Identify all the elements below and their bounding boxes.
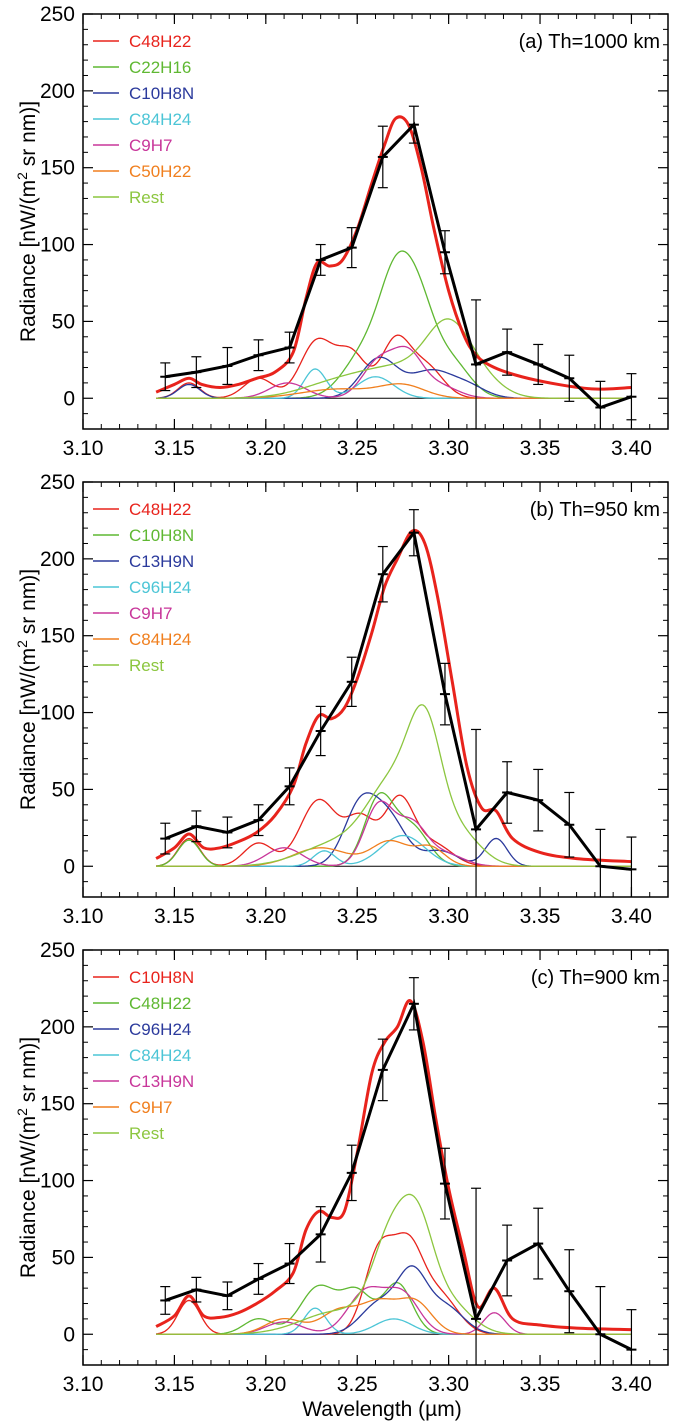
- x-tick-label: 3.40: [611, 1373, 652, 1396]
- x-tick-label: 3.30: [428, 1373, 469, 1396]
- y-axis-label: Radiance [nW/(m2 sr nm)]: [14, 101, 40, 342]
- y-tick-label: 0: [63, 1323, 75, 1346]
- x-tick-label: 3.15: [154, 437, 195, 460]
- legend-label: C13H9N: [129, 552, 194, 571]
- chart-panel-2: 3.10 3.15 3.20 3.25 3.30 3.35 3.40 0 50 100 150 200…: [14, 471, 669, 928]
- panels: 3.10 3.15 3.20 3.25 3.30 3.35 3.40 0 50 100 150 200…: [14, 3, 669, 1396]
- legend-label: C96H24: [129, 578, 191, 597]
- x-tick-label: 3.10: [63, 437, 104, 460]
- panel-title: (c) Th=900 km: [531, 967, 660, 989]
- legend-label: Rest: [129, 656, 164, 675]
- x-tick-label: 3.10: [63, 1373, 104, 1396]
- x-tick-label: 3.25: [337, 1373, 378, 1396]
- legend-label: C10H8N: [129, 968, 194, 987]
- legend-label: C9H7: [129, 136, 172, 155]
- observed-line: [165, 121, 632, 410]
- legend-label: C48H22: [129, 500, 191, 519]
- chart-panel-3: 3.10 3.15 3.20 3.25 3.30 3.35 3.40 0 50 100 150 200…: [14, 939, 669, 1396]
- y-tick-label: 50: [52, 310, 75, 333]
- y-tick-label: 150: [40, 625, 75, 648]
- x-tick-label: 3.25: [337, 905, 378, 928]
- legend-label: C22H16: [129, 58, 191, 77]
- x-tick-label: 3.30: [428, 437, 469, 460]
- component-curve-4: [156, 1307, 632, 1335]
- legend-label: C13H9N: [129, 1072, 194, 1091]
- legend-label: Rest: [129, 1124, 164, 1143]
- plot-area: [155, 105, 637, 429]
- legend-label: C9H7: [129, 1098, 172, 1117]
- y-tick-label: 50: [52, 778, 75, 801]
- chart-panel-1: 3.10 3.15 3.20 3.25 3.30 3.35 3.40 0 50 100 150 200…: [14, 3, 669, 460]
- y-tick-label: 50: [52, 1246, 75, 1269]
- y-tick-label: 100: [40, 1170, 75, 1193]
- y-tick-label: 100: [40, 234, 75, 257]
- x-tick-label: 3.30: [428, 905, 469, 928]
- x-tick-label: 3.15: [154, 905, 195, 928]
- x-tick-label: 3.35: [520, 905, 561, 928]
- x-tick-label: 3.40: [611, 437, 652, 460]
- y-tick-label: 250: [40, 471, 75, 494]
- model-curve: [155, 528, 632, 864]
- legend-label: C10H8N: [129, 84, 194, 103]
- x-tick-label: 3.20: [245, 905, 286, 928]
- legend-label: C50H22: [129, 162, 191, 181]
- legend-label: C96H24: [129, 1020, 191, 1039]
- legend-label: C9H7: [129, 604, 172, 623]
- observed-line: [164, 529, 632, 871]
- y-tick-label: 0: [63, 387, 75, 410]
- x-tick-label: 3.15: [154, 1373, 195, 1396]
- y-tick-label: 200: [40, 548, 75, 571]
- component-curve-7: [156, 1193, 632, 1335]
- y-tick-label: 200: [40, 80, 75, 103]
- y-tick-label: 100: [40, 702, 75, 725]
- legend-label: C10H8N: [129, 526, 194, 545]
- panel-title: (a) Th=1000 km: [519, 31, 660, 53]
- legend-label: C48H22: [129, 994, 191, 1013]
- y-tick-label: 200: [40, 1016, 75, 1039]
- x-tick-label: 3.10: [63, 905, 104, 928]
- y-tick-label: 250: [40, 3, 75, 26]
- component-curve-7: [156, 318, 632, 399]
- x-tick-label: 3.35: [520, 437, 561, 460]
- x-tick-label: 3.35: [520, 1373, 561, 1396]
- legend-label: C84H24: [129, 110, 191, 129]
- legend-label: C84H24: [129, 630, 191, 649]
- legend-label: C84H24: [129, 1046, 191, 1065]
- panel-title: (b) Th=950 km: [530, 499, 660, 521]
- y-tick-label: 250: [40, 939, 75, 962]
- x-tick-label: 3.40: [611, 905, 652, 928]
- y-axis-label: Radiance [nW/(m2 sr nm)]: [14, 1037, 40, 1278]
- y-tick-label: 150: [40, 157, 75, 180]
- observed-line: [164, 998, 633, 1351]
- component-curve-7: [156, 704, 632, 867]
- x-tick-label: 3.25: [337, 437, 378, 460]
- legend-label: C48H22: [129, 32, 191, 51]
- x-tick-label: 3.20: [245, 1373, 286, 1396]
- plot-area: [155, 977, 637, 1365]
- x-axis-label: Wavelength (µm): [302, 1398, 462, 1421]
- x-tick-label: 3.20: [245, 437, 286, 460]
- y-axis-label: Radiance [nW/(m2 sr nm)]: [14, 569, 40, 810]
- y-tick-label: 0: [63, 855, 75, 878]
- legend-label: Rest: [129, 188, 164, 207]
- y-tick-label: 150: [40, 1093, 75, 1116]
- plot-area: [155, 509, 637, 897]
